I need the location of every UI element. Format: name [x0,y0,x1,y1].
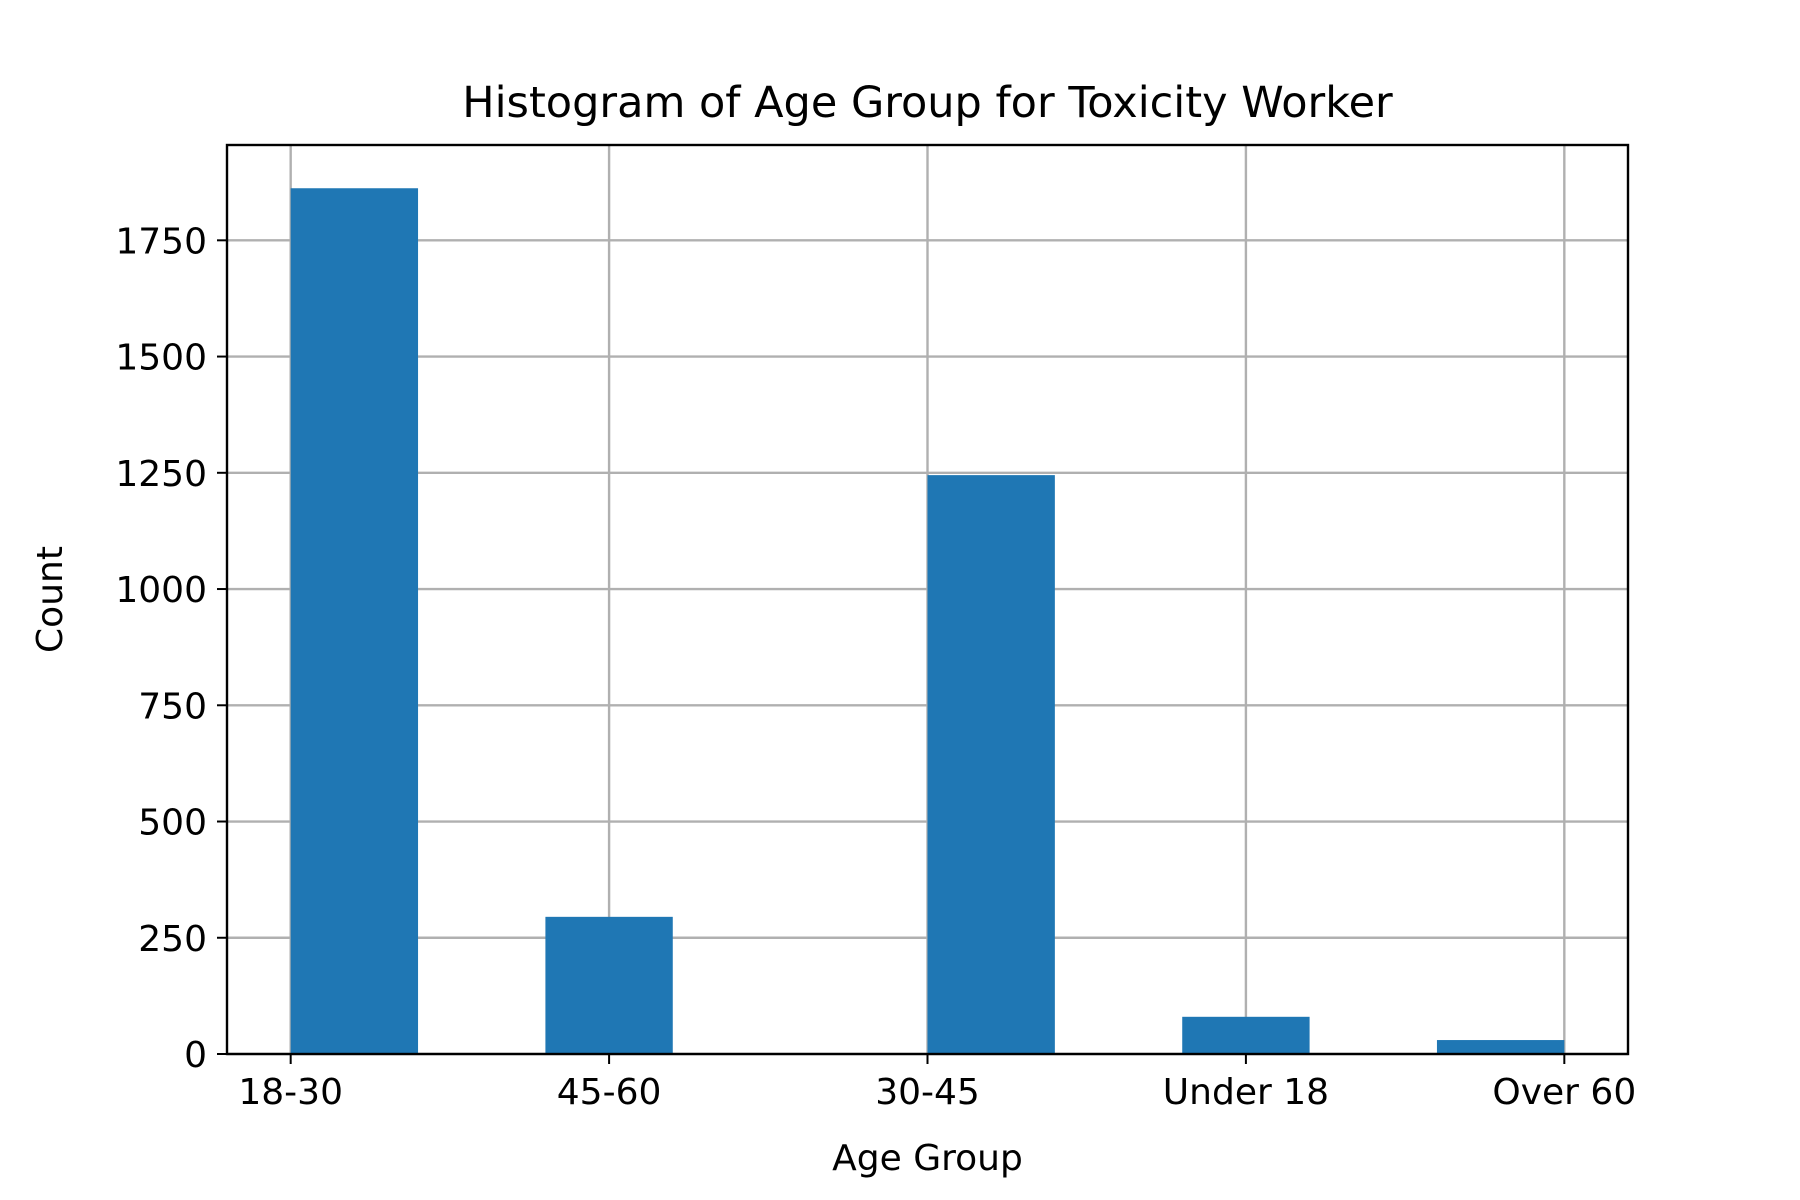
y-tick-label: 500 [138,803,207,844]
y-axis-label: Count [30,546,71,653]
x-tick-label: Under 18 [1163,1072,1329,1113]
histogram-bar [290,188,419,1054]
y-tick-label: 0 [184,1035,207,1076]
histogram-bar [1182,1016,1310,1054]
x-tick-label: 45-60 [557,1072,662,1113]
histogram-bar [927,475,1055,1054]
histogram-bar [1436,1040,1565,1054]
y-tick-label: 1250 [115,454,207,495]
histogram-bar [545,916,673,1054]
bars [290,188,1565,1054]
x-tick-label: Over 60 [1492,1072,1636,1113]
chart-title: Histogram of Age Group for Toxicity Work… [462,78,1393,128]
y-tick-label: 1500 [115,338,207,379]
x-tick-label: 18-30 [238,1072,343,1113]
x-tick-label: 30-45 [875,1072,980,1113]
y-tick-label: 1000 [115,570,207,611]
y-tick-label: 750 [138,686,207,727]
ticks: 18-30 45-60 30-45 Under 18 Over 60 0 250 500 750… [115,221,1636,1113]
y-tick-label: 1750 [115,221,207,262]
y-tick-label: 250 [138,919,207,960]
x-axis-label: Age Group [832,1138,1023,1179]
